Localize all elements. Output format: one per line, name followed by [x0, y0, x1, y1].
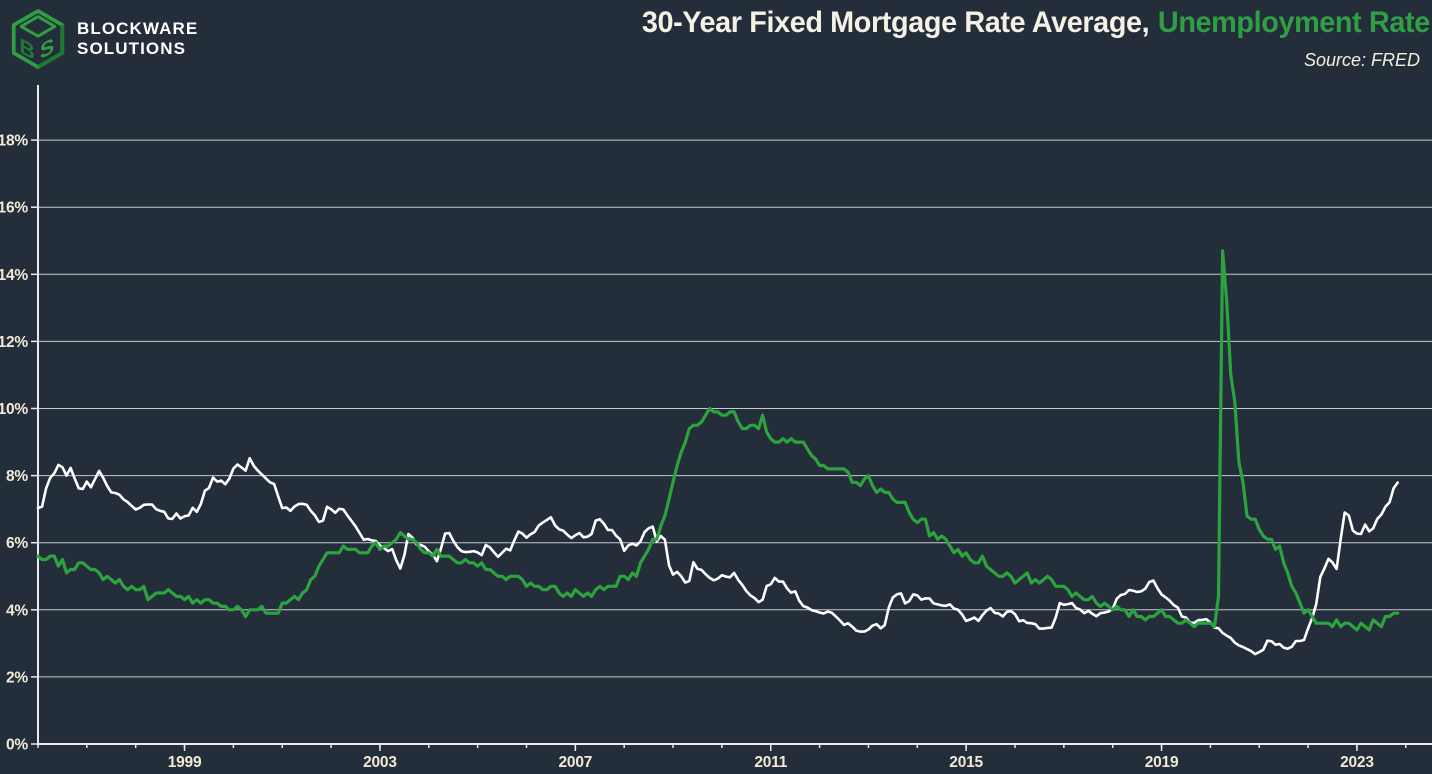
- brand-line1: BLOCKWARE: [77, 19, 199, 38]
- brand-name: BLOCKWARE SOLUTIONS: [77, 19, 198, 59]
- title-primary: 30-Year Fixed Mortgage Rate Average,: [641, 6, 1150, 39]
- svg-text:0%: 0%: [6, 737, 28, 754]
- title-accent: Unemployment Rate: [1158, 6, 1430, 39]
- svg-text:2015: 2015: [949, 754, 983, 771]
- svg-text:2023: 2023: [1340, 754, 1374, 771]
- svg-text:2003: 2003: [363, 754, 397, 771]
- svg-text:1999: 1999: [168, 754, 202, 771]
- brand-line2: SOLUTIONS: [77, 39, 187, 58]
- svg-text:18%: 18%: [0, 133, 28, 150]
- svg-text:14%: 14%: [0, 267, 28, 284]
- svg-text:S: S: [40, 32, 54, 64]
- chart-title: 30-Year Fixed Mortgage Rate Average, Unem…: [642, 6, 1430, 40]
- brand: B S BLOCKWARE SOLUTIONS: [10, 8, 198, 70]
- svg-text:6%: 6%: [6, 535, 28, 552]
- svg-text:12%: 12%: [0, 334, 28, 351]
- svg-text:16%: 16%: [0, 200, 28, 217]
- svg-text:10%: 10%: [0, 401, 28, 418]
- blockware-cube-logo-icon: B S: [11, 9, 65, 69]
- svg-text:8%: 8%: [6, 468, 28, 485]
- source-label: Source: FRED: [1303, 50, 1420, 70]
- svg-text:2%: 2%: [6, 669, 28, 686]
- svg-text:B: B: [19, 32, 34, 64]
- svg-text:2019: 2019: [1145, 754, 1179, 771]
- svg-text:2007: 2007: [559, 754, 593, 771]
- svg-text:4%: 4%: [6, 602, 28, 619]
- svg-text:2011: 2011: [754, 754, 787, 771]
